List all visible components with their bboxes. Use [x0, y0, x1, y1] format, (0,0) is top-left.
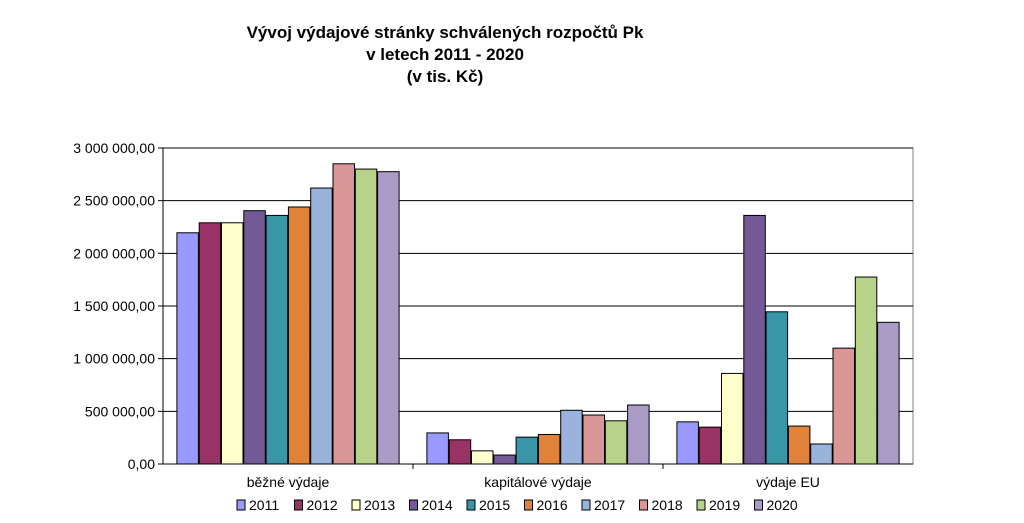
legend-label: 2013 — [364, 497, 395, 513]
y-tick-label: 0,00 — [128, 456, 155, 472]
legend-label: 2012 — [307, 497, 338, 513]
y-tick-label: 2 000 000,00 — [73, 245, 155, 261]
bar — [582, 414, 605, 465]
bar — [221, 222, 244, 465]
legend-label: 2014 — [422, 497, 453, 513]
bar — [560, 409, 583, 465]
y-tick-label: 2 500 000,00 — [73, 193, 155, 209]
legend-swatch — [696, 499, 706, 511]
y-tick-label: 500 000,00 — [85, 403, 155, 419]
legend-swatch — [639, 499, 648, 511]
legend-label: 2018 — [652, 497, 683, 513]
bar — [787, 425, 811, 465]
legend-swatch — [466, 499, 476, 511]
bar — [354, 168, 378, 465]
bar — [604, 420, 628, 465]
legend-swatch — [351, 499, 361, 511]
bar — [377, 171, 400, 465]
chart-title: Vývoj výdajové stránky schválených rozpo… — [0, 22, 890, 88]
bar — [243, 210, 266, 465]
legend-label: 2015 — [479, 497, 510, 513]
y-tick-label: 1 500 000,00 — [73, 298, 155, 314]
bar — [332, 163, 355, 465]
legend-swatch — [754, 499, 763, 511]
bar — [515, 436, 539, 465]
x-tick-label: kapitálové výdaje — [484, 474, 592, 490]
legend-label: 2011 — [249, 497, 279, 513]
legend-label: 2020 — [767, 497, 798, 513]
bar — [176, 232, 199, 465]
bar — [765, 311, 789, 465]
bar — [832, 347, 855, 465]
legend-label: 2019 — [709, 497, 740, 513]
legend-swatch — [294, 499, 303, 511]
bar — [448, 439, 472, 465]
bar — [698, 426, 722, 465]
y-tick-label: 3 000 000,00 — [73, 140, 155, 156]
bar — [471, 450, 494, 465]
legend-swatch — [236, 499, 246, 511]
bar — [877, 321, 900, 465]
bar — [287, 206, 311, 465]
chart-title-line-1: Vývoj výdajové stránky schválených rozpo… — [246, 23, 644, 42]
legend-swatch — [409, 499, 418, 511]
bar — [743, 214, 766, 465]
bar — [426, 432, 449, 465]
x-tick-label: výdaje EU — [756, 474, 820, 490]
x-tick-label: běžné výdaje — [247, 474, 330, 490]
bar — [537, 434, 561, 465]
y-tick-label: 1 000 000,00 — [73, 351, 155, 367]
bar — [198, 222, 222, 465]
bar — [721, 372, 744, 465]
bar — [265, 214, 289, 465]
bar — [810, 443, 833, 465]
bar — [676, 421, 699, 465]
legend-swatch — [524, 499, 533, 511]
bar — [493, 454, 516, 465]
chart-title-line-3: (v tis. Kč) — [406, 67, 484, 86]
legend-label: 2016 — [537, 497, 568, 513]
chart-title-line-2: v letech 2011 - 2020 — [366, 45, 524, 64]
bar — [310, 187, 333, 465]
bar — [854, 276, 878, 465]
legend-swatch — [581, 499, 591, 511]
legend-label: 2017 — [594, 497, 625, 513]
bar — [627, 404, 650, 465]
